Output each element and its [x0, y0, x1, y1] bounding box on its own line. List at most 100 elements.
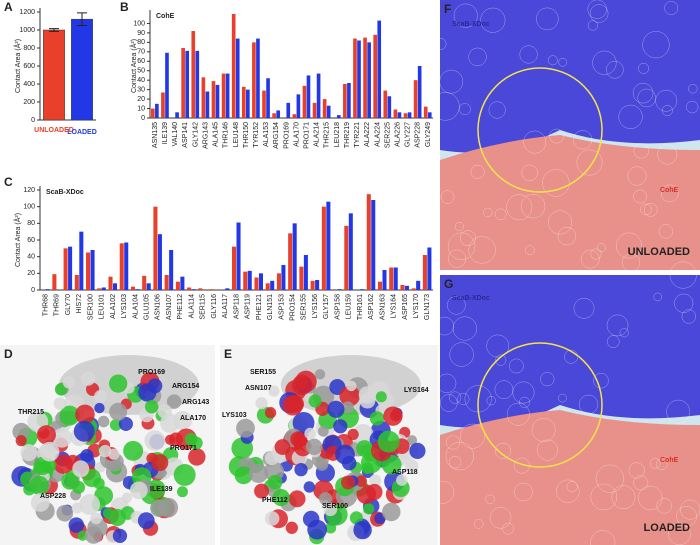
mesh-cell [506, 194, 533, 221]
bar [281, 265, 286, 290]
mesh-cell [485, 494, 495, 504]
atom [94, 390, 107, 403]
error-bar [77, 12, 87, 26]
x-tick-label: SER155 [301, 294, 308, 320]
mesh-cell [661, 184, 679, 203]
annotation: ScaB-XDoc [452, 21, 490, 28]
bar [258, 273, 263, 290]
mesh-cell [480, 7, 506, 33]
atom [12, 422, 31, 441]
bar [404, 285, 409, 290]
bar [45, 289, 50, 290]
atom [118, 416, 133, 432]
atom [308, 394, 322, 408]
x-tick-label: GLY116 [211, 294, 218, 319]
mesh-cell [558, 393, 567, 403]
y-tick-label: 120 [23, 187, 35, 194]
atom [71, 502, 83, 514]
bar [407, 112, 412, 118]
atom [369, 474, 382, 487]
atom [53, 454, 74, 474]
x-tick-label: LOADED [67, 129, 97, 136]
mesh-cell [681, 309, 696, 324]
cohesin-surface [440, 410, 700, 545]
mesh-cell [664, 1, 679, 15]
bar [63, 248, 68, 290]
atom [264, 407, 277, 419]
annotation: THR215 [18, 409, 44, 416]
mesh-cell [606, 60, 624, 79]
x-tick-label: THR150 [243, 122, 250, 148]
mesh-cell [447, 296, 466, 315]
bar [366, 194, 371, 290]
atom [109, 374, 128, 393]
atom [248, 463, 269, 483]
x-tick-label: LEU101 [99, 294, 106, 319]
bar [303, 255, 308, 290]
mesh-cell [657, 144, 678, 165]
atom [84, 526, 103, 544]
bar [68, 246, 73, 290]
mesh-cell [506, 402, 530, 426]
mesh-cell [486, 396, 496, 406]
mesh-cell [549, 128, 564, 144]
x-tick-label: ALA214 [314, 122, 321, 147]
atom [15, 435, 27, 447]
mesh-cell [435, 316, 454, 336]
mesh-cell [606, 335, 620, 348]
y-tick-label: 40 [27, 254, 35, 261]
mesh-cell [521, 164, 538, 182]
atom [341, 401, 354, 414]
bar [363, 37, 367, 118]
mesh-cell [611, 485, 636, 509]
mesh-cell [434, 37, 447, 50]
bar [146, 283, 151, 290]
mesh-cell [468, 236, 496, 264]
x-tick-label: THR68 [42, 294, 49, 316]
bar [416, 280, 421, 290]
atom [363, 503, 375, 515]
x-tick-label: LEU159 [346, 294, 353, 319]
y-tick-label: 20 [27, 270, 35, 277]
chart-title: ScaB-XDoc [46, 189, 84, 196]
mesh-cell [494, 442, 512, 459]
y-tick-label: 0 [141, 115, 145, 122]
bar [221, 73, 226, 118]
atom [112, 528, 128, 543]
bar [326, 105, 331, 118]
annotation: ASP118 [392, 469, 418, 476]
x-tick-label: GLY142 [192, 122, 199, 147]
bar [306, 75, 311, 118]
x-tick-label: THR146 [223, 122, 230, 148]
atom [409, 442, 426, 459]
x-tick-label: ALA117 [222, 294, 229, 318]
chart-title: CohE [156, 13, 175, 20]
bar [292, 223, 297, 290]
atom [166, 394, 182, 409]
mesh-cell [531, 418, 556, 442]
mesh-cell [589, 4, 609, 23]
atom [264, 511, 280, 526]
mesh-cell [633, 475, 649, 491]
bar [427, 247, 432, 290]
mesh-cell [637, 88, 656, 108]
annotation: UNLOADED [628, 246, 690, 258]
x-tick-label: ASN106 [155, 294, 162, 320]
atom [61, 472, 79, 490]
bar [165, 52, 169, 118]
atom [79, 494, 101, 515]
bar [43, 29, 65, 121]
y-tick-label: 80 [137, 39, 145, 46]
atom [93, 477, 105, 490]
bar [400, 285, 405, 290]
panel-letter: G [444, 277, 453, 291]
bar [119, 243, 124, 290]
bar [198, 288, 203, 290]
annotation: ARG143 [182, 399, 209, 406]
x-tick-label: LEU148 [233, 122, 240, 147]
bar [357, 40, 361, 118]
x-tick-label: TYR152 [253, 122, 260, 148]
bar [353, 38, 357, 118]
bar [112, 283, 118, 290]
atom [274, 439, 291, 455]
